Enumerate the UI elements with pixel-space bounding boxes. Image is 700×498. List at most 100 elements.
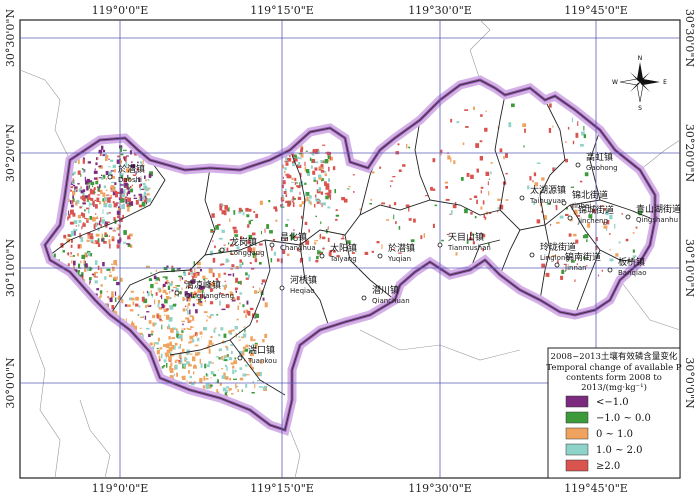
soil-patch xyxy=(432,188,436,191)
legend: 2008~2013土壤有效磷含量变化 Temporal change of av… xyxy=(546,347,682,479)
soil-patch xyxy=(189,315,194,318)
soil-patch xyxy=(137,161,139,164)
soil-patch xyxy=(79,235,82,239)
soil-patch xyxy=(105,170,109,175)
soil-patch xyxy=(181,328,184,330)
soil-patch xyxy=(81,275,84,280)
soil-patch xyxy=(139,187,141,191)
soil-patch xyxy=(450,157,452,163)
soil-patch xyxy=(123,241,126,244)
soil-patch xyxy=(87,234,90,239)
town-name-pinyin: Taiyang xyxy=(329,255,357,263)
soil-patch xyxy=(306,169,310,174)
soil-patch xyxy=(77,270,80,273)
soil-patch xyxy=(142,159,144,165)
soil-patch xyxy=(73,220,78,224)
soil-patch xyxy=(102,198,105,202)
soil-patch xyxy=(534,182,539,187)
soil-patch xyxy=(84,195,89,199)
soil-patch xyxy=(110,170,115,172)
soil-patch xyxy=(248,358,252,362)
soil-patch xyxy=(455,252,458,256)
soil-patch xyxy=(112,230,116,232)
soil-patch xyxy=(180,359,183,364)
soil-patch xyxy=(283,191,287,194)
soil-patch xyxy=(259,200,263,205)
soil-patch xyxy=(282,180,286,185)
soil-patch xyxy=(117,215,121,219)
soil-patch xyxy=(292,153,294,156)
soil-patch xyxy=(432,158,436,163)
soil-patch xyxy=(245,272,248,276)
soil-patch xyxy=(232,226,237,230)
soil-patch xyxy=(300,149,303,153)
town-name-cn: 昌化镇 xyxy=(280,231,307,243)
soil-patch xyxy=(71,260,73,264)
soil-patch xyxy=(239,367,243,370)
soil-patch xyxy=(238,207,242,212)
soil-patch xyxy=(139,327,142,329)
soil-patch xyxy=(132,301,135,306)
soil-patch xyxy=(351,252,355,254)
soil-patch xyxy=(87,252,91,256)
soil-patch xyxy=(450,118,453,123)
soil-patch xyxy=(567,126,570,130)
legend-label: ≥2.0 xyxy=(596,461,620,472)
soil-patch xyxy=(197,286,200,289)
soil-patch xyxy=(101,233,103,239)
town-name-pinyin: Longgang xyxy=(230,249,265,257)
legend-label: 1.0 ~ 2.0 xyxy=(596,445,643,456)
soil-patch xyxy=(296,164,300,168)
soil-patch xyxy=(120,147,122,152)
soil-patch xyxy=(178,346,181,349)
soil-patch xyxy=(113,189,116,191)
soil-patch xyxy=(239,302,241,305)
town-name-pinyin: Changhua xyxy=(280,244,316,252)
soil-patch xyxy=(169,291,171,294)
soil-patch xyxy=(233,210,236,215)
soil-patch xyxy=(315,150,318,155)
soil-patch xyxy=(181,330,184,333)
soil-patch xyxy=(326,183,330,188)
soil-patch xyxy=(299,157,302,160)
soil-patch xyxy=(287,200,292,206)
soil-patch xyxy=(294,182,297,185)
soil-patch xyxy=(172,345,176,350)
soil-patch xyxy=(225,258,229,263)
soil-patch xyxy=(430,186,433,191)
soil-patch xyxy=(93,177,98,180)
soil-patch xyxy=(211,213,215,218)
soil-patch xyxy=(154,322,157,326)
soil-patch xyxy=(122,214,124,219)
soil-patch xyxy=(223,244,226,246)
soil-patch xyxy=(75,188,78,192)
soil-patch xyxy=(271,247,273,251)
legend-title-cn: 2008~2013土壤有效磷含量变化 xyxy=(551,351,678,362)
soil-patch xyxy=(210,335,213,339)
soil-patch xyxy=(293,229,295,231)
soil-patch xyxy=(341,197,345,201)
soil-patch xyxy=(482,233,486,238)
soil-patch xyxy=(213,374,217,377)
soil-patch xyxy=(126,177,131,181)
soil-patch xyxy=(488,191,490,196)
soil-patch xyxy=(568,233,572,237)
soil-patch xyxy=(211,282,215,287)
soil-patch xyxy=(135,180,137,183)
soil-patch xyxy=(73,229,78,232)
soil-patch xyxy=(85,180,89,185)
soil-patch xyxy=(250,336,253,342)
soil-patch xyxy=(199,331,203,335)
soil-patch xyxy=(206,315,209,317)
soil-patch xyxy=(601,269,603,272)
soil-patch xyxy=(162,289,167,293)
soil-patch xyxy=(131,164,136,169)
soil-patch xyxy=(577,215,581,217)
soil-patch xyxy=(116,202,120,204)
soil-patch xyxy=(300,215,303,219)
soil-patch xyxy=(180,353,182,358)
town-point-icon xyxy=(377,253,383,259)
